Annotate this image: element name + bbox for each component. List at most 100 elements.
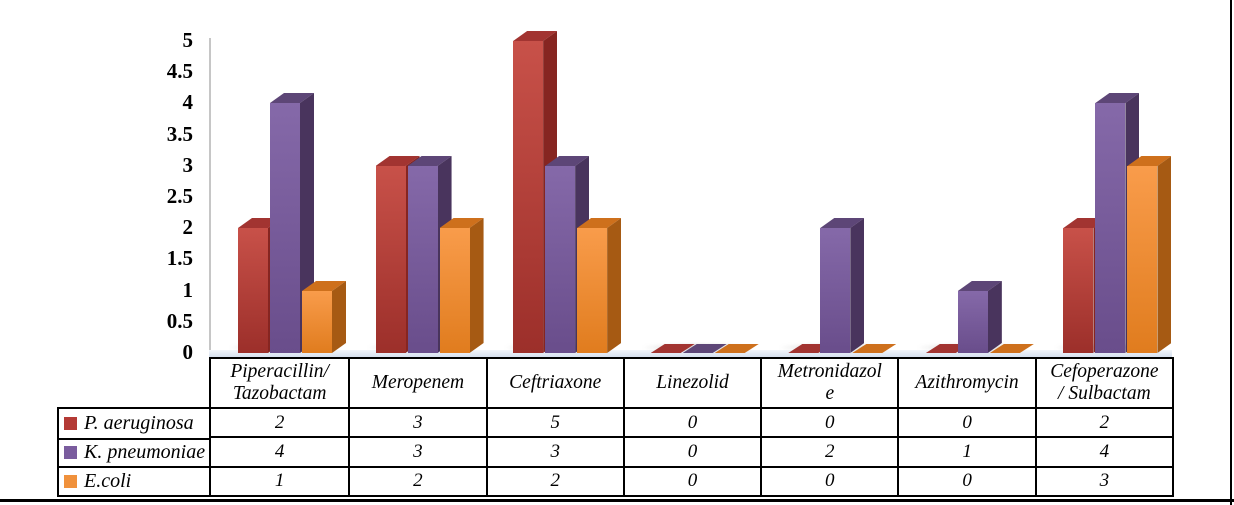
bar-side-face [1157, 156, 1172, 353]
bar-top-face [577, 218, 622, 228]
table-value-r3-c5: 0 [760, 465, 898, 495]
table-value-r1-c1: 2 [211, 407, 349, 436]
bar-zero-top-face [852, 344, 897, 353]
legend-series-name: K. pneumoniae [84, 441, 206, 464]
bar-side-face [607, 218, 622, 353]
y-axis-line [209, 38, 211, 357]
legend-series-name: P. aeruginosa [84, 411, 194, 434]
legend-series-name: E.coli [84, 470, 132, 493]
bar-e-coli-c6 [1127, 156, 1172, 353]
bar-front-face [375, 166, 406, 353]
figure-bottom-border [0, 499, 1234, 502]
table-value-r3-c6: 0 [897, 465, 1035, 495]
bar-front-face [302, 291, 332, 353]
y-axis-tick-label: 3.5 [166, 121, 193, 146]
table-value-r3-c7: 3 [1034, 465, 1172, 495]
bar-side-face [987, 281, 1002, 353]
data-table-values: Piperacillin/Tazobactam Meropenem Ceftriax… [209, 357, 1174, 497]
category-header-5: Metronidazol e [760, 359, 897, 407]
bar-p-aeruginosa-c3 [650, 344, 695, 353]
bar-e-coli-c5 [989, 344, 1034, 353]
table-value-r3-c3: 2 [485, 465, 623, 495]
bar-top-face [302, 281, 346, 291]
legend-swatch-icon [64, 475, 77, 489]
category-header-line: e [825, 383, 835, 404]
table-value-r2-c2: 3 [348, 436, 486, 466]
table-value-r2-c3: 3 [485, 436, 623, 466]
bar-e-coli-c1 [439, 218, 484, 353]
legend-item-e-coli: E.coli [59, 466, 209, 495]
bar-front-face [577, 228, 608, 353]
bar-top-face [407, 156, 452, 166]
bar-e-coli-c4 [852, 344, 897, 353]
table-value-r2-c5: 2 [760, 436, 898, 466]
bar-front-face [957, 291, 988, 353]
bar-e-coli-c3 [714, 344, 759, 353]
y-axis-tick-label: 2 [182, 215, 194, 240]
bar-top-face [1063, 218, 1108, 228]
bar-top-face [545, 156, 590, 166]
bar-zero-top-face [788, 344, 833, 353]
bar-front-face [238, 228, 268, 353]
bar-front-face [1095, 103, 1126, 353]
bar-front-face [1063, 228, 1094, 353]
bar-top-face [1095, 93, 1140, 103]
bar-top-face [238, 218, 282, 228]
table-value-r3-c4: 0 [622, 465, 761, 495]
category-header-line: Ceftriaxone [509, 372, 602, 393]
data-table-legend-column: P. aeruginosa K. pneumoniae E.coli [57, 407, 209, 497]
bar-side-face [332, 281, 346, 353]
category-header-line: Piperacillin/ [230, 361, 329, 382]
figure-right-border [1230, 0, 1232, 505]
bar-top-face [270, 93, 314, 103]
y-axis-tick-label: 4 [182, 90, 194, 115]
category-header-line: Meropenem [371, 372, 465, 393]
table-value-r2-c4: 0 [622, 436, 761, 466]
y-axis-tick-label: 1.5 [166, 246, 193, 271]
bar-top-face [439, 218, 484, 228]
y-axis-tick-label: 0 [182, 340, 194, 364]
bar-zero-top-face [682, 344, 727, 353]
bar-top-face [1127, 156, 1172, 166]
bar-e-coli-c2 [577, 218, 622, 353]
bar-e-coli-c0 [302, 281, 346, 353]
table-value-r2-c7: 4 [1034, 436, 1172, 466]
category-header-line: Azithromycin [915, 372, 1019, 393]
bar-front-face [407, 166, 438, 353]
table-value-r1-c7: 2 [1034, 407, 1172, 437]
category-header-7: Cefoperazone / Sulbactam [1034, 359, 1172, 407]
bar-front-face [820, 228, 851, 353]
bar-zero-top-face [650, 344, 695, 353]
table-value-r2-c6: 1 [897, 436, 1035, 466]
table-value-r1-c2: 3 [348, 407, 486, 437]
legend-swatch-icon [64, 446, 77, 460]
bar-top-face [513, 31, 558, 41]
bar-zero-top-face [989, 344, 1034, 353]
bar-side-face [469, 218, 484, 353]
bar-front-face [439, 228, 470, 353]
table-value-r1-c6: 0 [897, 407, 1035, 437]
table-value-r3-c2: 2 [348, 465, 486, 495]
category-header-line: Cefoperazone [1050, 361, 1159, 382]
y-axis-tick-label: 3 [182, 152, 194, 177]
table-value-r1-c3: 5 [485, 407, 623, 437]
legend-swatch-icon [64, 416, 77, 430]
category-header-3: Ceftriaxone [485, 359, 623, 407]
bar-k-pneumoniae-c3 [682, 344, 727, 353]
category-header-line: Tazobactam [232, 383, 327, 404]
category-header-2: Meropenem [348, 359, 485, 407]
category-header-line: / Sulbactam [1058, 383, 1151, 404]
bar-top-face [957, 281, 1002, 291]
bar-p-aeruginosa-c4 [788, 344, 833, 353]
category-header-1: Piperacillin/Tazobactam [211, 359, 348, 407]
y-axis-tick-label: 4.5 [166, 59, 193, 84]
bar-p-aeruginosa-c5 [925, 344, 970, 353]
y-axis-tick-label: 1 [182, 277, 194, 302]
bar-side-face [850, 218, 865, 353]
table-value-r2-c1: 4 [211, 436, 349, 465]
bar-top-face [375, 156, 420, 166]
bar-zero-top-face [925, 344, 970, 353]
legend-item-p-aeruginosa: P. aeruginosa [59, 409, 209, 438]
bar-front-face [1127, 166, 1158, 353]
